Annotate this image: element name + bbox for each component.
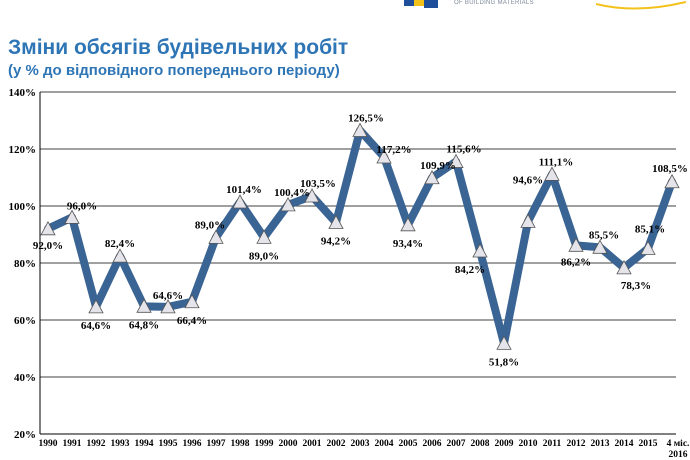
data-label: 126,5% <box>348 112 384 124</box>
data-label: 103,5% <box>300 178 336 190</box>
data-point-marker <box>328 214 344 229</box>
data-label: 92,0% <box>33 240 63 252</box>
data-point-marker <box>160 299 176 314</box>
x-tick-label: 2000 <box>279 439 298 449</box>
y-tick-label: 80% <box>14 258 36 270</box>
data-point-marker <box>64 209 80 224</box>
data-label: 66,4% <box>177 315 207 327</box>
y-tick-label: 120% <box>9 144 37 156</box>
x-tick-label: 1998 <box>231 439 250 449</box>
data-point-marker <box>424 169 440 185</box>
x-tick-label: 2006 <box>423 439 442 449</box>
data-label: 89,0% <box>249 250 279 262</box>
data-label: 100,4% <box>274 187 310 199</box>
data-label: 64,6% <box>81 320 111 332</box>
x-tick-label: 2009 <box>495 439 514 449</box>
data-point-marker <box>664 173 680 189</box>
x-tick-label: 1992 <box>87 439 106 449</box>
data-label: 85,5% <box>589 229 619 241</box>
data-label: 89,0% <box>195 219 225 231</box>
data-label: 111,1% <box>539 156 574 168</box>
x-tick-label: 4 міс. <box>667 438 690 449</box>
data-label: 64,6% <box>153 290 183 302</box>
data-label: 115,6% <box>446 144 481 156</box>
data-label: 94,2% <box>321 236 351 248</box>
data-label: 109,9% <box>420 160 456 172</box>
data-point-marker <box>448 153 464 168</box>
header-logo-text: OF BUILDING MATERIALS <box>454 0 534 6</box>
x-tick-label: 2015 <box>639 439 658 449</box>
data-label: 78,3% <box>621 280 651 292</box>
y-tick-label: 100% <box>9 201 37 213</box>
data-point-marker <box>232 194 248 209</box>
x-tick-label: 2001 <box>303 439 322 449</box>
ministry-emblem-icon <box>404 0 438 8</box>
data-point-marker <box>112 248 128 263</box>
x-tick-label: 2008 <box>471 439 490 449</box>
brand-swoosh-icon <box>596 1 686 10</box>
x-tick-label: 2012 <box>567 439 586 449</box>
data-label: 93,4% <box>393 238 423 250</box>
x-tick-label: 2014 <box>615 439 634 449</box>
data-label: 108,5% <box>652 163 688 175</box>
data-point-marker <box>592 239 608 254</box>
data-point-marker <box>568 237 584 252</box>
x-tick-label: 2010 <box>519 439 538 449</box>
y-tick-label: 20% <box>14 429 36 441</box>
data-label: 94,6% <box>513 174 543 186</box>
data-point-marker <box>304 188 320 203</box>
x-tick-label: 1997 <box>207 439 226 449</box>
data-point-marker <box>256 229 272 244</box>
header-logo: OF BUILDING MATERIALS <box>400 0 690 14</box>
chart-subtitle: (у % до відповідного попереднього період… <box>8 62 340 79</box>
data-point-marker <box>400 216 416 232</box>
data-point-marker <box>640 240 656 255</box>
data-label: 101,4% <box>226 184 262 196</box>
x-tick-label: 1996 <box>183 439 202 449</box>
data-label: 86,2% <box>561 256 591 268</box>
data-label: 96,0% <box>67 200 97 212</box>
data-point-marker <box>376 149 392 164</box>
x-tick-label: 1993 <box>111 439 130 449</box>
data-point-marker <box>208 229 224 244</box>
x-tick-label: 2002 <box>327 439 346 449</box>
data-point-marker <box>280 197 296 212</box>
data-label: 85,1% <box>635 223 665 235</box>
y-tick-label: 60% <box>14 315 36 327</box>
data-point-marker <box>616 260 632 275</box>
data-label: 82,4% <box>105 238 135 250</box>
x-tick-label: 2004 <box>375 439 394 449</box>
data-point-marker <box>544 166 560 181</box>
data-point-marker <box>88 299 104 314</box>
data-label: 51,8% <box>489 356 519 368</box>
x-tick-label: 2013 <box>591 439 610 449</box>
x-tick-label: 1990 <box>39 439 58 449</box>
data-point-marker <box>184 293 200 309</box>
x-tick-label: 1994 <box>135 439 154 449</box>
x-tick-label: 1999 <box>255 439 274 449</box>
data-point-marker <box>472 243 488 258</box>
title-block: Зміни обсягів будівельних робіт (у % до … <box>8 36 348 81</box>
data-point-marker <box>520 213 536 228</box>
data-point-marker <box>496 335 512 350</box>
data-point-marker <box>352 122 368 137</box>
chart-title: Зміни обсягів будівельних робіт <box>8 36 349 59</box>
x-tick-label: 1995 <box>159 439 178 449</box>
y-tick-label: 140% <box>9 87 37 99</box>
x-tick-label: 1991 <box>63 439 82 449</box>
data-point-marker <box>136 298 152 313</box>
x-tick-label: 2005 <box>399 439 418 449</box>
data-label: 64,8% <box>129 319 159 331</box>
x-tick-label: 2007 <box>447 439 466 449</box>
x-tick-label: 2003 <box>351 439 370 449</box>
data-label: 84,2% <box>455 264 485 276</box>
x-tick-label: 2016 <box>669 450 688 460</box>
x-tick-label: 2011 <box>543 439 562 449</box>
data-point-marker <box>40 220 56 236</box>
data-label: 117,2% <box>376 144 411 156</box>
y-tick-label: 40% <box>14 372 36 384</box>
